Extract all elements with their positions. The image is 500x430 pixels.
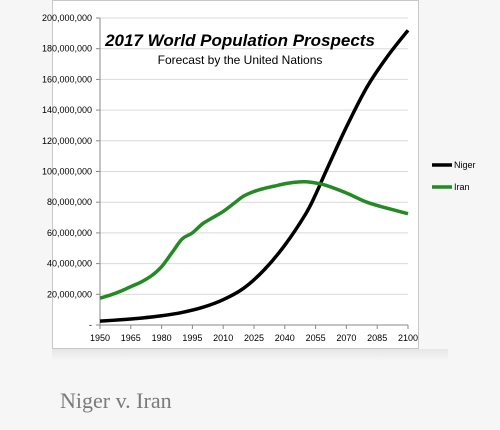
x-tick-label: 2100 [398,333,418,343]
x-tick-label: 1950 [90,333,110,343]
x-tick-label: 1965 [121,333,141,343]
frame-shadow [52,349,448,361]
x-tick-label: 2055 [306,333,326,343]
y-tick-label: 180,000,000 [42,44,92,54]
x-tick-label: 2025 [244,333,264,343]
y-tick-label: 200,000,000 [42,13,92,23]
series-lines [99,29,410,323]
legend-label-iran: Iran [454,182,470,192]
y-tick-label: 140,000,000 [42,105,92,115]
y-tick-label: 120,000,000 [42,136,92,146]
y-tick-label: 20,000,000 [47,289,92,299]
legend: Niger Iran [432,160,476,192]
y-tick-label: - [89,320,92,330]
series-line-niger [99,29,410,323]
y-tick-label: 100,000,000 [42,167,92,177]
legend-label-niger: Niger [454,160,476,170]
x-tick-label: 2040 [275,333,295,343]
x-tick-label: 2010 [213,333,233,343]
y-tick-label: 40,000,000 [47,259,92,269]
population-chart: - 20,000,000 40,000,000 60,000,000 80,000,00… [42,13,476,343]
chart-subtitle: Forecast by the United Nations [158,53,323,67]
x-tick-labels: 1950 1965 1980 1995 2010 2025 2040 2055 2070 2085… [90,333,418,343]
x-tick-label: 2085 [367,333,387,343]
y-tick-labels: - 20,000,000 40,000,000 60,000,000 80,000,00… [42,13,92,330]
chart-title: 2017 World Population Prospects [104,31,375,50]
y-tick-label: 60,000,000 [47,228,92,238]
y-tick-label: 80,000,000 [47,197,92,207]
x-tick-label: 2070 [336,333,356,343]
chart-frame [52,0,419,349]
y-tick-label: 160,000,000 [42,74,92,84]
caption: Niger v. Iran [60,388,172,413]
x-tick-label: 1980 [152,333,172,343]
x-tick-label: 1995 [182,333,202,343]
series-line-iran [99,180,409,300]
axes [96,17,409,329]
